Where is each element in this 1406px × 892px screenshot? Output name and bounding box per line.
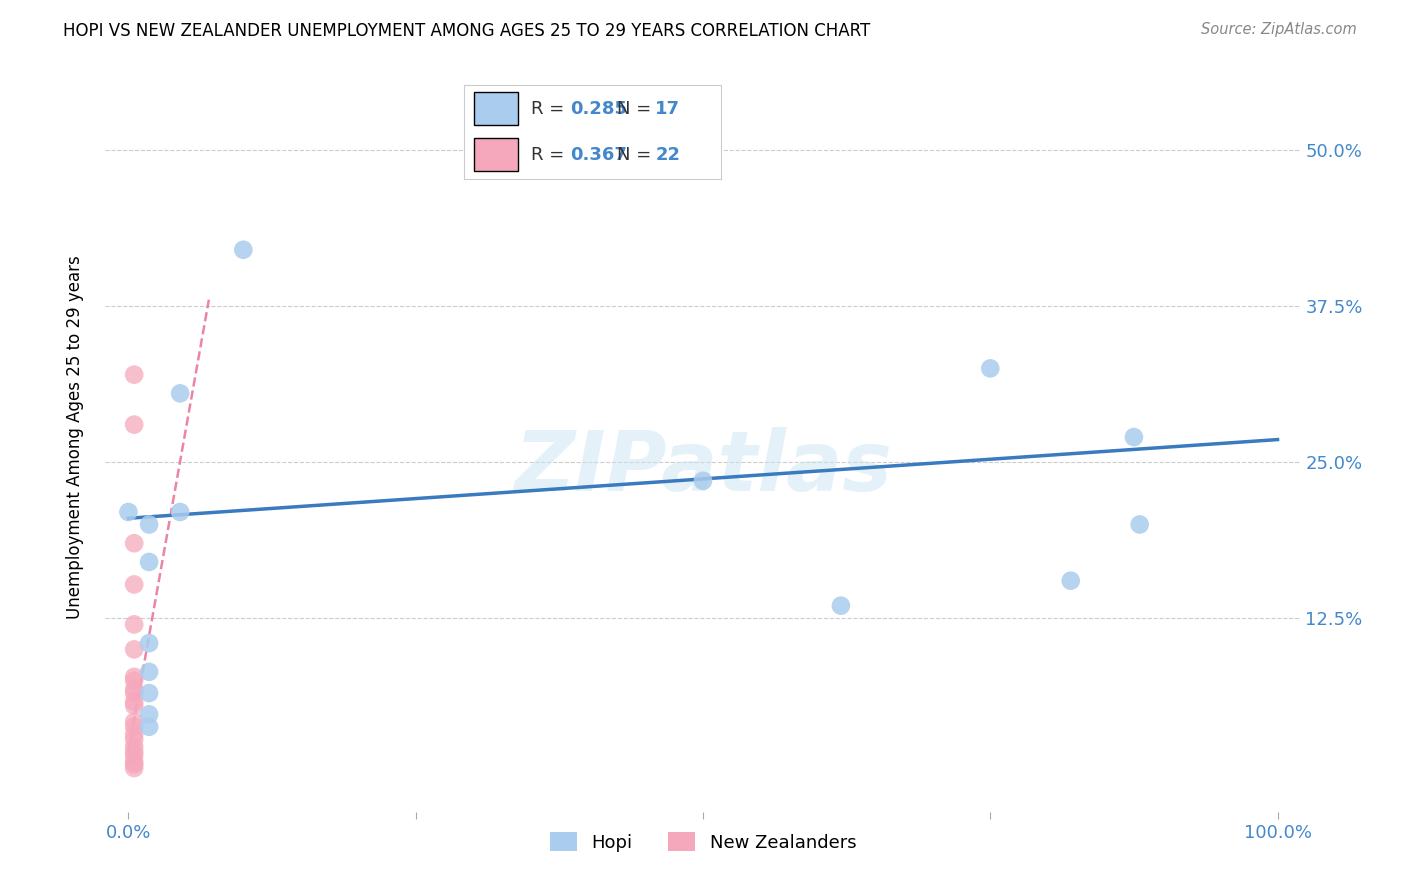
Point xyxy=(122,673,145,688)
Point xyxy=(138,707,160,722)
Point xyxy=(1129,517,1152,532)
Point xyxy=(122,732,145,747)
Point xyxy=(138,517,160,532)
Point xyxy=(1060,574,1083,588)
Point xyxy=(138,686,160,700)
Text: Source: ZipAtlas.com: Source: ZipAtlas.com xyxy=(1201,22,1357,37)
Point xyxy=(138,636,160,650)
Point xyxy=(122,536,145,550)
Y-axis label: Unemployment Among Ages 25 to 29 years: Unemployment Among Ages 25 to 29 years xyxy=(66,255,84,619)
Point xyxy=(979,361,1001,376)
Text: ZIPatlas: ZIPatlas xyxy=(515,426,891,508)
Legend: Hopi, New Zealanders: Hopi, New Zealanders xyxy=(543,825,863,859)
Point xyxy=(138,665,160,679)
Point xyxy=(122,642,145,657)
Text: HOPI VS NEW ZEALANDER UNEMPLOYMENT AMONG AGES 25 TO 29 YEARS CORRELATION CHART: HOPI VS NEW ZEALANDER UNEMPLOYMENT AMONG… xyxy=(63,22,870,40)
Point xyxy=(122,727,145,741)
Point xyxy=(122,748,145,763)
Point xyxy=(122,577,145,591)
Point xyxy=(122,755,145,769)
Point xyxy=(122,670,145,684)
Point xyxy=(138,555,160,569)
Point xyxy=(1122,430,1144,444)
Point xyxy=(122,686,145,700)
Point xyxy=(169,505,191,519)
Point xyxy=(122,368,145,382)
Point xyxy=(830,599,852,613)
Point xyxy=(122,714,145,729)
Point xyxy=(232,243,254,257)
Point xyxy=(122,745,145,759)
Point xyxy=(122,757,145,772)
Point xyxy=(117,505,139,519)
Point xyxy=(122,682,145,697)
Point xyxy=(138,720,160,734)
Point xyxy=(169,386,191,401)
Point xyxy=(122,761,145,775)
Point xyxy=(122,698,145,713)
Point xyxy=(122,739,145,754)
Point xyxy=(122,720,145,734)
Point xyxy=(122,417,145,432)
Point xyxy=(122,617,145,632)
Point xyxy=(692,474,714,488)
Point xyxy=(122,695,145,709)
